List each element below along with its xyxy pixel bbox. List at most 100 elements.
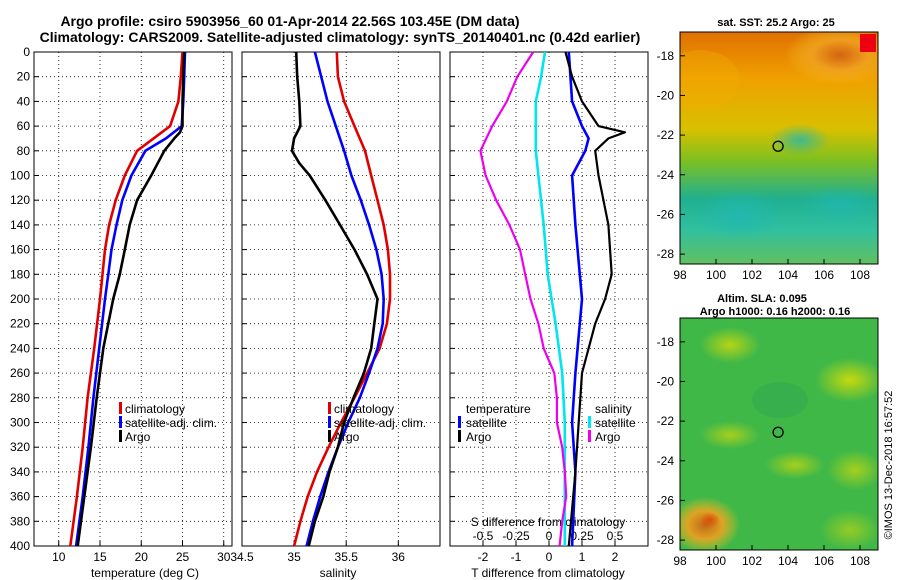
legend-label-s-argo: Argo [595,430,621,444]
map-y-tick-label: -18 [657,49,675,63]
map-y-tick-label: -20 [657,374,675,388]
series-t-argo [564,51,627,547]
y-tick-label: 20 [17,70,31,84]
sla-map-axes: 98 100 102 104 106 108 -18 -20 -22 -24 -26 -28 [657,335,871,568]
top-tick-label: 0.5 [607,529,624,543]
y-tick-label: 0 [23,45,30,59]
top-tick-label: -0.25 [502,529,530,543]
x-tick-label: 20 [135,550,149,564]
legend-label-climatology: climatology [125,402,185,416]
legend-title-salinity: salinity [595,402,632,416]
map-x-tick-label: 104 [778,268,798,282]
map-x-tick-label: 108 [850,554,870,568]
y-tick-label: 140 [10,218,30,232]
map-x-tick-label: 102 [742,554,762,568]
panel-frame [449,51,649,547]
legend-swatch-climatology [328,402,331,414]
x-tick-label: 34.5 [230,550,254,564]
map-y-tick-label: -22 [657,414,675,428]
temperature-panel: 10 15 20 25 30020406080100120140160180200220… [10,45,233,580]
map-y-tick-label: -22 [657,128,675,142]
legend-label-s-satellite: satellite [595,416,636,430]
x-tick-label: 25 [176,550,190,564]
sla-map-image [680,318,878,550]
y-tick-label: 360 [10,490,30,504]
legend-swatch-t-argo [458,430,461,442]
series-argo [76,51,186,547]
map-y-tick-label: -28 [657,247,675,261]
sst-map-image [680,32,878,264]
x-axis-label: T difference from climatology [471,566,625,580]
y-tick-label: 400 [10,539,30,553]
top-tick-label: 0 [546,529,553,543]
title-line-2: Climatology: CARS2009. Satellite-adjuste… [40,29,641,45]
x-tick-label: 10 [52,550,66,564]
y-tick-label: 320 [10,440,30,454]
salinity-legend: climatology satellite-adj. clim. Argo [328,402,426,444]
map-y-tick-label: -24 [657,168,675,182]
map-y-tick-label: -24 [657,454,675,468]
x-tick-label: 35.5 [335,550,359,564]
map-x-tick-label: 108 [850,268,870,282]
y-tick-label: 240 [10,341,30,355]
top-tick-label: 0.25 [570,529,594,543]
legend-swatch-satellite [328,416,331,428]
map-x-tick-label: 106 [814,268,834,282]
series-climatology [292,51,392,547]
map-y-tick-label: -20 [657,88,675,102]
y-tick-label: 120 [10,193,30,207]
title-line-1: Argo profile: csiro 5903956_60 01-Apr-20… [60,13,519,29]
top-axis-label: S difference from climatology [471,515,626,529]
legend-swatch-t-satellite [458,416,461,428]
map-y-tick-label: -26 [657,493,675,507]
x-tick-label: 1 [579,550,586,564]
y-tick-label: 380 [10,514,30,528]
top-tick-label: -0.5 [473,529,494,543]
x-tick-label: -2 [478,550,489,564]
sst-map-frame [679,31,879,265]
series-t-satellite [567,51,590,547]
temperature-legend: climatology satellite-adj. clim. Argo [119,402,217,444]
argo-location-marker [772,140,784,152]
map-x-tick-label: 98 [673,554,687,568]
legend-swatch-argo [328,430,331,442]
map-x-tick-label: 104 [778,554,798,568]
sla-map-frame [679,317,879,551]
panel-frame [33,51,233,547]
map-x-tick-label: 100 [706,554,726,568]
map-x-tick-label: 100 [706,268,726,282]
series-argo [290,51,379,547]
y-tick-label: 280 [10,391,30,405]
x-tick-label: 0 [546,550,553,564]
y-tick-label: 80 [17,144,31,158]
map-y-tick-label: -26 [657,207,675,221]
legend-swatch-climatology [119,402,122,414]
salinity-panel: 34.5 35 35.5 36 salinity [230,51,441,580]
y-tick-label: 300 [10,416,30,430]
y-tick-label: 220 [10,317,30,331]
x-tick-label: 2 [612,550,619,564]
sla-map-title-2: Argo h1000: 0.16 h2000: 0.16 [700,306,850,318]
x-tick-label: -1 [511,550,522,564]
x-tick-label: 35 [287,550,301,564]
legend-label-argo: Argo [334,430,360,444]
y-tick-label: 340 [10,465,30,479]
y-tick-label: 260 [10,366,30,380]
sst-map-axes: 98 100 102 104 106 108 -18 -20 -22 -24 -26 -28 [657,49,871,282]
x-axis-label: salinity [320,566,357,580]
legend-label-argo: Argo [125,430,151,444]
x-axis-label: temperature (deg C) [91,566,199,580]
y-tick-label: 40 [17,94,31,108]
sst-land-patch [860,34,876,52]
difference-panel: -2 -1 0 1 2 -0.5 -0.25 0 0.25 0.5S difference fro… [449,51,649,580]
argo-location-marker [772,426,784,438]
footer-stamp: ©IMOS 13-Dec-2018 16:57:52 [883,391,895,540]
y-tick-label: 60 [17,119,31,133]
series-s-argo [479,51,568,547]
series-climatology [69,51,184,547]
legend-swatch-satellite [119,416,122,428]
legend-swatch-s-argo [588,430,591,442]
map-x-tick-label: 106 [814,554,834,568]
legend-label-t-argo: Argo [466,430,492,444]
